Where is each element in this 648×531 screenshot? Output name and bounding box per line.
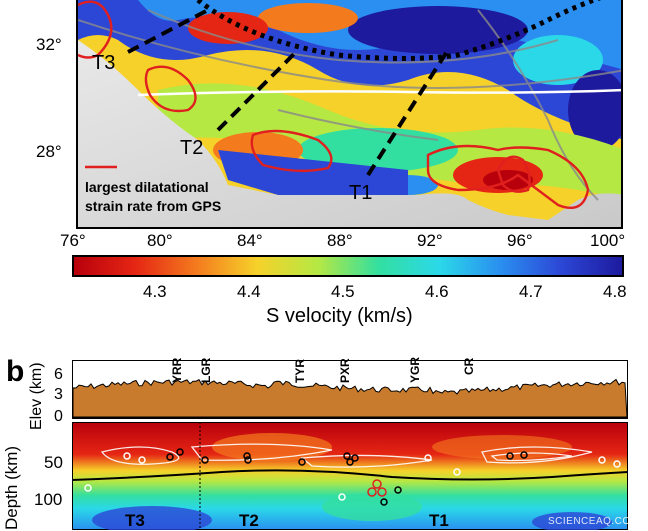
lon-tick-88: 88° [327,231,353,250]
elev-tick-6: 6 [54,366,63,383]
river-label-lgr: LGR [199,357,213,383]
colorbar-tick-4-6: 4.6 [425,282,449,301]
map-canvas [78,0,621,227]
map-profile-label-t1: T1 [349,182,373,204]
velocity-colorbar [72,255,624,277]
lat-tick-32: 32° [36,35,62,54]
tomography-map [76,0,623,229]
lon-tick-76: 76° [60,231,86,250]
elevation-axis-title: Elev (km) [28,362,45,430]
lon-tick-100: 100° [590,231,626,250]
colorbar-tick-4-5: 4.5 [331,282,355,301]
section-profile-label-t2: T2 [239,511,259,530]
river-label-tyr: TYR [293,359,307,383]
legend-line-1: largest dilatational [85,179,209,195]
colorbar-tick-4-8: 4.8 [603,282,627,301]
depth-axis-title: Depth (km) [2,445,21,530]
lon-tick-92: 92° [417,231,443,250]
colorbar-title: S velocity (km/s) [266,305,413,327]
map-profile-label-t2: T2 [180,137,204,159]
lon-tick-96: 96° [507,231,533,250]
elev-tick-3: 3 [54,386,63,403]
section-profile-label-t3: T3 [125,511,145,530]
depth-tick-50: 50 [44,453,63,472]
river-label-ygr: YGR [408,356,422,383]
river-label-yrr: YRR [170,357,184,383]
map-profile-label-t3: T3 [92,52,116,74]
depth-tick-100: 100 [34,490,63,509]
legend-swatch [85,165,117,169]
section-profile-label-t1: T1 [429,511,449,530]
lat-tick-28: 28° [36,142,62,161]
colorbar-tick-4-4: 4.4 [237,282,261,301]
colorbar-tick-4-3: 4.3 [143,282,167,301]
lon-tick-80: 80° [147,231,173,250]
river-label-pxr: PXR [338,358,352,383]
map-legend: largest dilatational strain rate from GP… [85,178,221,216]
watermark: SCIENCEAQ.COM [548,516,640,527]
velocity-cross-section [72,422,628,530]
colorbar-tick-4-7: 4.7 [519,282,543,301]
elev-tick-0: 0 [54,408,63,425]
river-label-cr: CR [462,357,476,375]
legend-line-2: strain rate from GPS [85,198,222,214]
panel-b-label: b [6,355,25,388]
topography-profile [72,360,628,419]
lon-tick-84: 84° [237,231,263,250]
